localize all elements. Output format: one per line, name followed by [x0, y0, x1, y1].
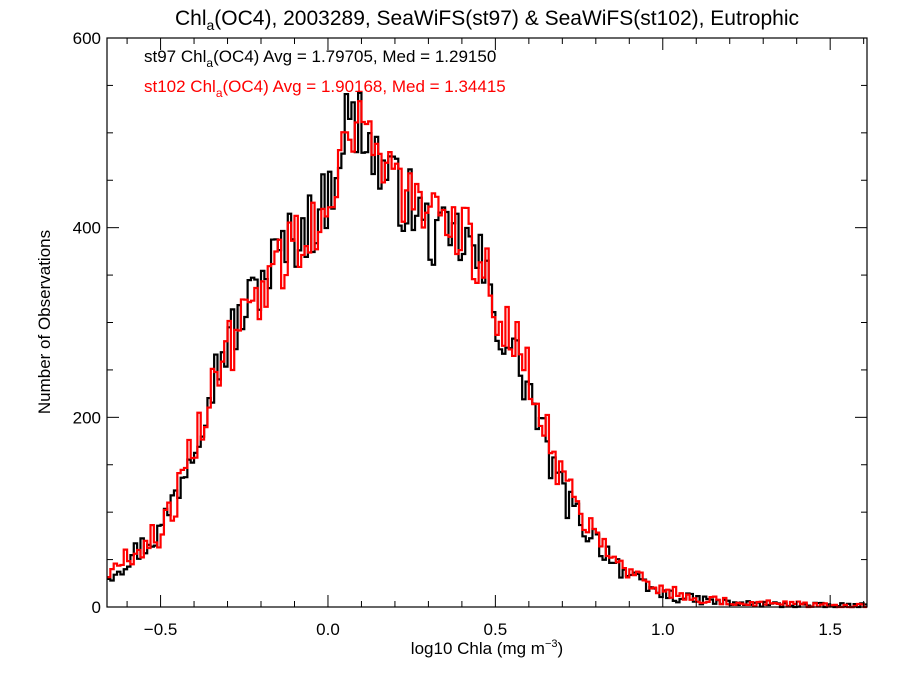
y-tick-label: 200 — [73, 408, 101, 427]
x-axis: −0.5 0.0 0.5 1.0 1.5 — [126, 38, 865, 639]
y-tick-label: 0 — [92, 598, 101, 617]
chart-title: Chla(OC4), 2003289, SeaWiFS(st97) & SeaW… — [175, 7, 799, 33]
x-tick-label: 0.0 — [316, 620, 340, 639]
series-layer — [107, 91, 867, 609]
x-tick-label: 0.5 — [484, 620, 508, 639]
legend-entry-st102: st102 Chla(OC4) Avg = 1.90168, Med = 1.3… — [144, 77, 506, 100]
y-tick-label: 400 — [73, 219, 101, 238]
x-tick-label: 1.5 — [818, 620, 842, 639]
y-axis: 0 200 400 600 — [73, 29, 867, 617]
y-axis-label: Number of Observations — [35, 230, 54, 414]
legend-entry-st97: st97 Chla(OC4) Avg = 1.79705, Med = 1.29… — [144, 47, 496, 70]
x-tick-label: −0.5 — [144, 620, 178, 639]
x-axis-label: log10 Chla (mg m−3) — [411, 638, 563, 658]
series-line-st102 — [107, 100, 867, 609]
x-tick-label: 1.0 — [651, 620, 675, 639]
y-tick-label: 600 — [73, 29, 101, 48]
